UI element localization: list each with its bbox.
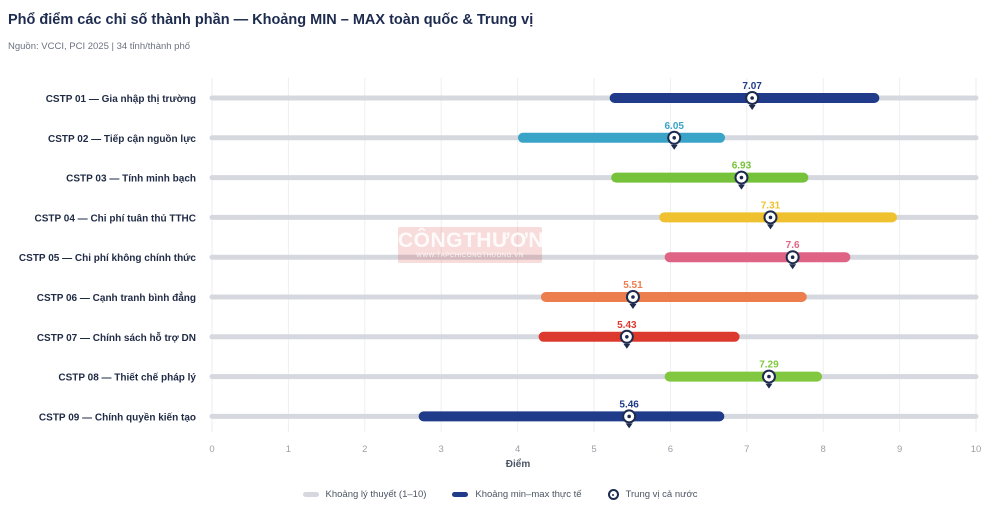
legend-swatch-theory xyxy=(302,492,319,497)
chart-row: CSTP 06 — Cạnh tranh bình đẳng 5.51 xyxy=(37,280,979,309)
median-dot xyxy=(672,136,677,140)
chart-source: Nguồn: VCCI, PCI 2025 | 34 tỉnh/thành ph… xyxy=(8,41,191,52)
median-pointer xyxy=(670,144,678,150)
x-tick-label: 9 xyxy=(897,444,902,455)
x-tick-label: 8 xyxy=(821,444,826,455)
chart-title: Phổ điểm các chỉ số thành phần — Khoảng … xyxy=(8,12,534,28)
median-dot xyxy=(768,215,773,220)
x-tick-label: 1 xyxy=(286,444,291,455)
watermark-subtext: WWW.TAPCHICONGTHUONG.VN xyxy=(416,253,524,259)
median-pointer xyxy=(625,423,633,429)
median-dot xyxy=(631,295,635,299)
row-label: CSTP 02 — Tiếp cận nguồn lực xyxy=(48,133,196,145)
legend-item-theory: Khoảng lý thuyết (1–10) xyxy=(302,489,427,500)
median-pointer xyxy=(789,264,797,270)
row-label: CSTP 03 — Tính minh bạch xyxy=(66,174,196,185)
row-label: CSTP 07 — Chính sách hỗ trợ DN xyxy=(37,331,196,344)
median-dot xyxy=(790,255,795,259)
chart-row: CSTP 02 — Tiếp cận nguồn lực 6.05 xyxy=(48,121,979,150)
median-value-label: 7.6 xyxy=(786,240,800,251)
median-dot xyxy=(739,175,744,180)
median-value-label: 5.43 xyxy=(617,320,637,331)
median-dot xyxy=(625,335,629,339)
chart-row: CSTP 05 — Chi phí không chính thức 7.6 xyxy=(19,240,979,270)
x-tick-label: 4 xyxy=(515,444,520,455)
x-axis-title: Điểm xyxy=(506,458,531,470)
chart-row: CSTP 09 — Chính quyền kiến tạo 5.46 xyxy=(39,399,979,429)
x-tick-label: 10 xyxy=(971,444,982,455)
median-dot xyxy=(627,414,631,419)
chart-row: CSTP 04 — Chi phí tuân thủ TTHC 7.31 xyxy=(35,200,979,230)
legend-label-actual: Khoảng min–max thực tế xyxy=(475,489,582,500)
median-pointer xyxy=(737,184,745,190)
x-tick-label: 6 xyxy=(668,444,673,455)
legend-median-icon xyxy=(607,489,619,500)
row-label: CSTP 01 — Gia nhập thị trường xyxy=(46,94,196,105)
legend-label-median: Trung vị cả nước xyxy=(625,489,698,500)
median-value-label: 5.46 xyxy=(619,399,639,410)
median-value-label: 5.51 xyxy=(623,280,643,291)
legend-label-theory: Khoảng lý thuyết (1–10) xyxy=(325,489,427,500)
x-tick-label: 7 xyxy=(744,444,749,455)
median-dot xyxy=(767,374,771,379)
median-pointer xyxy=(623,343,631,349)
row-label: CSTP 05 — Chi phí không chính thức xyxy=(19,253,197,264)
watermark-text: CÔNGTHƯƠNG xyxy=(398,229,561,252)
x-tick-label: 5 xyxy=(591,444,596,455)
median-value-label: 6.05 xyxy=(664,121,684,132)
legend-item-median: Trung vị cả nước xyxy=(607,489,698,500)
watermark-logo: CÔNGTHƯƠNG WWW.TAPCHICONGTHUONG.VN xyxy=(398,227,561,263)
chart-row: CSTP 01 — Gia nhập thị trường 7.07 xyxy=(46,81,979,110)
x-tick-label: 0 xyxy=(209,444,214,455)
median-pointer xyxy=(748,105,756,110)
median-value-label: 7.29 xyxy=(759,360,779,371)
chart-legend: Khoảng lý thuyết (1–10) Khoảng min–max t… xyxy=(0,489,1000,500)
median-value-label: 6.93 xyxy=(732,161,752,172)
median-value-label: 7.31 xyxy=(761,200,781,211)
chart-row: CSTP 03 — Tính minh bạch 6.93 xyxy=(66,161,979,190)
chart-row: CSTP 07 — Chính sách hỗ trợ DN 5.43 xyxy=(37,320,979,349)
median-pointer xyxy=(765,383,773,389)
x-tick-label: 2 xyxy=(362,444,367,455)
x-tick-label: 3 xyxy=(439,444,444,455)
median-dot xyxy=(750,96,754,100)
row-label: CSTP 04 — Chi phí tuân thủ TTHC xyxy=(35,213,196,224)
median-value-label: 7.07 xyxy=(742,81,762,92)
row-label: CSTP 09 — Chính quyền kiến tạo xyxy=(39,411,196,423)
legend-swatch-actual xyxy=(452,492,469,497)
legend-item-actual: Khoảng min–max thực tế xyxy=(452,489,582,500)
chart-row: CSTP 08 — Thiết chế pháp lý 7.29 xyxy=(58,360,979,389)
row-label: CSTP 06 — Cạnh tranh bình đẳng xyxy=(37,291,196,304)
median-pointer xyxy=(766,224,774,230)
row-label: CSTP 08 — Thiết chế pháp lý xyxy=(58,372,196,384)
median-pointer xyxy=(629,304,637,309)
